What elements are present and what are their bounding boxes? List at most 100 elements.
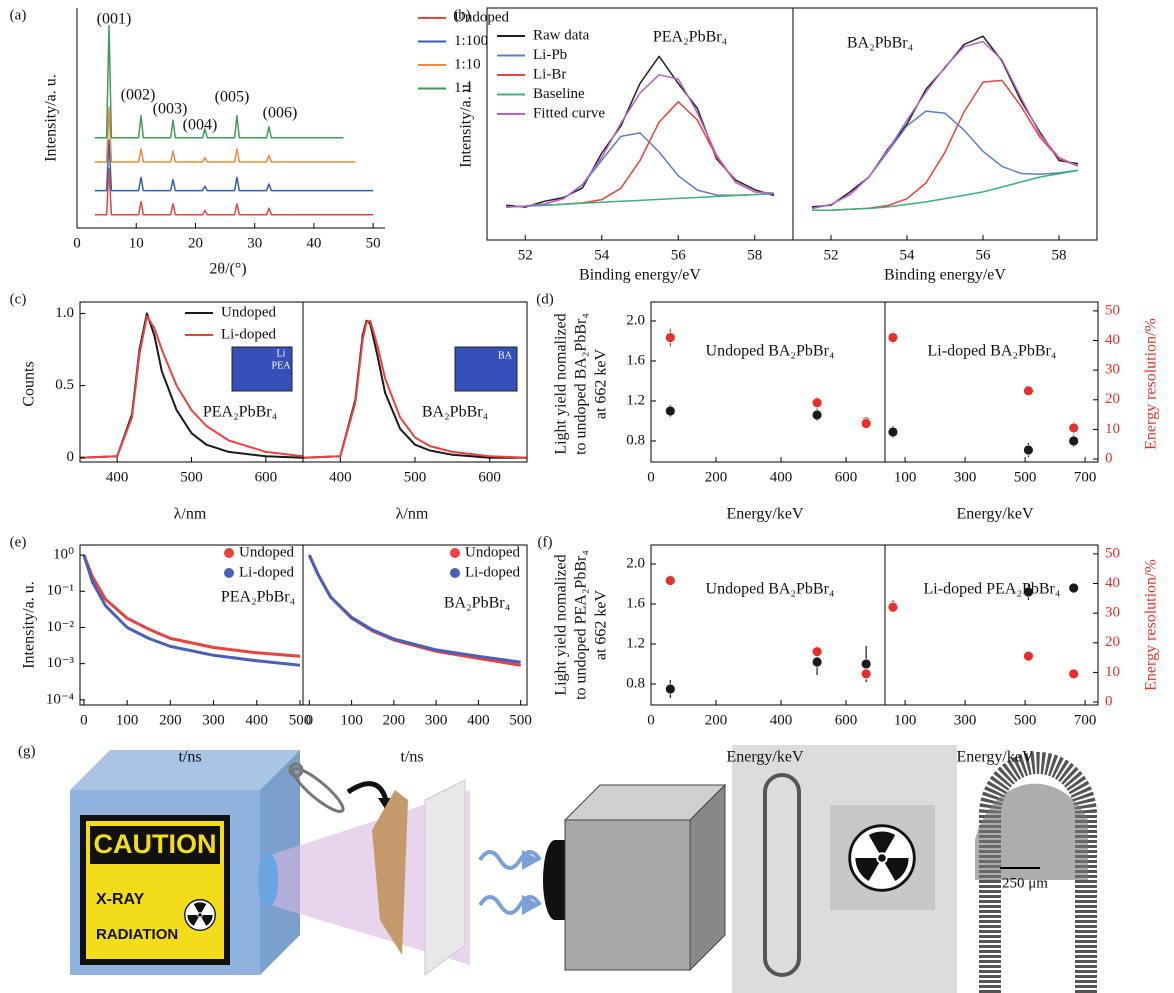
y-axis-label: Light yield nomalized: [553, 313, 570, 454]
y-tick-label: 10⁻³: [47, 655, 75, 671]
y-tick-label: 1.6: [626, 352, 645, 368]
x-tick-label: 200: [705, 712, 728, 728]
data-point: [1023, 385, 1034, 397]
x-axis-label: Binding energy/eV: [579, 267, 701, 284]
annotation: BA₂PbBr₄: [847, 35, 914, 52]
y-axis-label: at 662 keV: [593, 589, 610, 660]
x-tick-label: 56: [976, 247, 992, 263]
legend-label: Li-Br: [533, 66, 566, 82]
x-tick-label: 400: [770, 712, 793, 728]
y-tick-label: 10⁻²: [47, 619, 75, 635]
emission: [522, 895, 540, 915]
x-tick-label: 600: [478, 469, 501, 485]
x-tick-label: 100: [894, 469, 917, 485]
annotation: Li-doped BA₂PbBr₄: [928, 343, 1057, 360]
annotation: (006): [263, 105, 298, 122]
legend-label: Li-doped: [239, 564, 294, 580]
data-point: [1023, 650, 1034, 662]
data-point: [811, 646, 823, 658]
legend-label: Fitted curve: [533, 105, 605, 121]
panel-label: (g): [18, 743, 36, 759]
x-tick-label: 200: [705, 469, 728, 485]
inset-image: [454, 346, 518, 392]
x-ray-image-pin: [975, 783, 1088, 880]
legend-label: Li-Pb: [533, 47, 567, 63]
plot-frame: [650, 544, 886, 706]
scale-bar-label: 250 μm: [1002, 875, 1048, 891]
x-tick-label: 100: [116, 712, 139, 728]
y-axis-label: at 662 keV: [593, 348, 610, 419]
x-tick-label: 500: [180, 469, 203, 485]
data-point: [811, 656, 823, 668]
data-point: [860, 418, 872, 429]
y-tick-label: 1.2: [626, 392, 645, 408]
series-line: [79, 315, 304, 459]
sign-text: X-RAY: [96, 891, 145, 908]
x-tick-label: 0: [306, 712, 314, 728]
legend-label: Li-doped: [221, 326, 276, 342]
series-line: [811, 35, 1079, 208]
data-point: [887, 426, 899, 438]
legend-label: Undoped: [465, 544, 520, 560]
y2-axis-label: Energy resolution/%: [1143, 559, 1160, 691]
camera-body: [564, 819, 691, 971]
legend-label: Li-doped: [465, 564, 520, 580]
y2-tick-label: 50: [1105, 302, 1120, 318]
annotation: (003): [153, 101, 188, 118]
x-tick-label: 700: [1074, 712, 1097, 728]
annotation: (005): [215, 89, 250, 106]
data-point: [664, 683, 676, 695]
data-point: [860, 668, 872, 680]
plot-frame: [884, 301, 1099, 463]
y-tick-label: 2.0: [626, 555, 645, 571]
plot-frame: [792, 7, 1098, 241]
x-tick-label: 50: [366, 235, 381, 251]
legend-marker: [450, 548, 460, 558]
y-axis-label: Light yield nomalized: [553, 554, 570, 695]
panel-label: (a): [10, 7, 27, 23]
y2-tick-label: 0: [1105, 450, 1113, 466]
data-point: [811, 397, 823, 409]
panel-g: (g) CAUTION X-RAY RADIATION: [18, 743, 1097, 993]
legend-label: 1:1: [454, 80, 473, 96]
y2-tick-label: 30: [1105, 362, 1120, 378]
data-point: [887, 332, 899, 343]
x-tick-label: 58: [1052, 247, 1067, 263]
x-tick-label: 300: [954, 469, 977, 485]
series-line: [82, 554, 301, 667]
annotation: Li-doped PEA₂PbBr₄: [924, 581, 1061, 598]
annotation: BA₂PbBr₄: [422, 404, 489, 421]
panel-label: (c): [10, 291, 27, 307]
series-line: [811, 40, 1079, 210]
data-point: [860, 658, 872, 670]
y2-axis-label: Energy resolution/%: [1143, 318, 1160, 450]
data-point: [664, 405, 676, 417]
x-tick-label: 300: [425, 712, 448, 728]
x-tick-label: 0: [80, 712, 88, 728]
x-tick-label: 400: [467, 712, 490, 728]
y2-tick-label: 50: [1105, 545, 1120, 561]
legend-label: Undoped: [239, 544, 294, 560]
panel-label: (e): [10, 534, 27, 550]
x-axis-label: 2θ/(°): [209, 261, 246, 278]
x-tick-label: 54: [900, 247, 916, 263]
series-line: [94, 139, 374, 192]
x-tick-label: 100: [340, 712, 363, 728]
y-tick-label: 1.0: [55, 305, 74, 321]
y2-tick-label: 30: [1105, 605, 1120, 621]
x-ray-image-pin: [979, 752, 1097, 993]
x-tick-label: 10: [129, 235, 144, 251]
arrow: [346, 781, 389, 801]
y2-tick-label: 0: [1105, 693, 1113, 709]
x-tick-label: 40: [306, 235, 321, 251]
x-tick-label: 400: [329, 469, 352, 485]
panel-label: (d): [536, 291, 554, 307]
x-tick-label: 58: [747, 247, 762, 263]
legend-marker: [224, 568, 234, 578]
series-line: [812, 169, 1079, 211]
x-tick-label: 0: [73, 235, 81, 251]
sign-text: CAUTION: [94, 829, 217, 859]
safety-pin: [288, 762, 304, 778]
x-ray-beam: [270, 790, 470, 965]
